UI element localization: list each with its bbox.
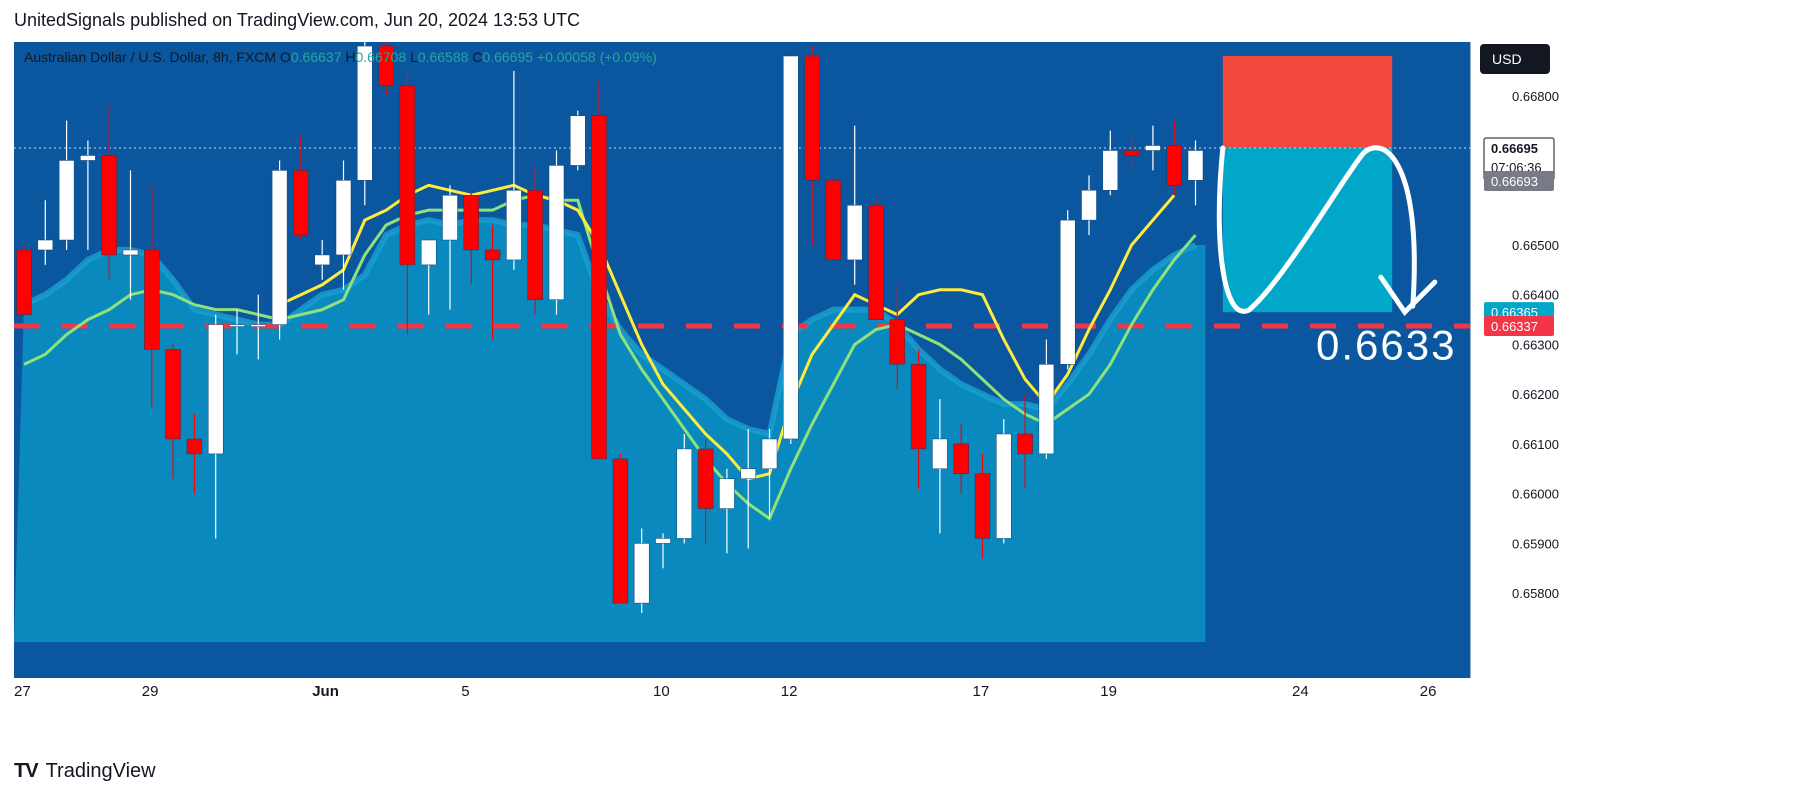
candle-body <box>1081 190 1097 221</box>
price-chart[interactable]: 0.6633 0.65800 0.65900 0.66000 0.66100 0.6620… <box>14 26 1779 744</box>
candle-body <box>910 364 927 450</box>
footer-brand: TradingView <box>45 760 156 782</box>
currency-badge <box>1480 44 1550 74</box>
candle-body <box>804 55 820 181</box>
candle-body <box>1187 150 1204 181</box>
candle-body <box>271 170 288 325</box>
currency-label: USD <box>1492 51 1522 67</box>
candle-body <box>250 324 267 327</box>
candle-body <box>974 473 991 539</box>
level-price-label: 0.66337 <box>1491 319 1538 334</box>
candle-body <box>1166 145 1182 186</box>
candle-body <box>16 249 32 315</box>
candle-body <box>293 170 309 236</box>
footer: TV TradingView <box>14 760 156 783</box>
candle-body <box>1059 219 1076 365</box>
x-tick-label: 17 <box>973 683 990 700</box>
arrow-head-icon <box>1378 274 1438 317</box>
candle-body <box>420 239 437 266</box>
candle-body <box>378 45 394 87</box>
x-tick-label: 10 <box>653 683 670 700</box>
candle-body <box>783 55 799 440</box>
y-tick-label: 0.66300 <box>1512 337 1559 352</box>
x-tick-label: 24 <box>1292 683 1309 700</box>
publisher-line: UnitedSignals published on TradingView.c… <box>14 10 581 30</box>
candle-body <box>1145 145 1161 151</box>
candle-body <box>442 195 458 241</box>
x-tick-label: 29 <box>142 683 159 700</box>
candle-body <box>740 468 756 479</box>
gray-price-tag <box>1484 171 1554 192</box>
candle-body <box>229 324 245 327</box>
y-tick-label: 0.66200 <box>1512 387 1559 402</box>
candle-body <box>80 155 96 161</box>
slow-moving-average <box>23 193 1197 521</box>
candle-body <box>1038 364 1055 455</box>
candle-body <box>186 438 203 455</box>
y-tick-label: 0.65900 <box>1512 536 1559 551</box>
candle-body <box>165 349 181 440</box>
candle-body <box>335 180 352 256</box>
candle-body <box>1102 150 1119 191</box>
candle-body <box>506 190 522 261</box>
y-tick-label: 0.66000 <box>1512 487 1559 502</box>
symbol-info-line: Australian Dollar / U.S. Dollar, 8h, FXC… <box>24 49 657 65</box>
candle-body <box>37 239 54 251</box>
x-tick-label: 27 <box>14 683 31 700</box>
tradingview-logo-icon: TV <box>14 760 39 782</box>
current-price-label: 0.66695 <box>1491 141 1538 156</box>
candle-body <box>463 195 480 251</box>
candle-body <box>144 249 160 350</box>
candle-body <box>932 438 948 470</box>
x-tick-label: 5 <box>461 683 469 700</box>
candle-body <box>633 543 650 604</box>
hand-drawn-curve <box>1216 145 1417 314</box>
candle-body <box>889 319 906 365</box>
candle-body <box>1017 433 1033 455</box>
candle-body <box>612 458 629 604</box>
level-price-tag <box>1484 316 1554 337</box>
x-tick-label: Jun <box>312 683 339 700</box>
candle-body <box>676 448 693 539</box>
y-tick-label: 0.66400 <box>1512 288 1559 303</box>
candle-body <box>761 438 778 470</box>
candle-body <box>484 249 501 261</box>
x-tick-label: 26 <box>1420 683 1437 700</box>
candle-body <box>1123 150 1140 156</box>
y-tick-label: 0.66800 <box>1512 89 1559 104</box>
candle-body <box>58 160 75 241</box>
candle-body <box>548 165 565 300</box>
chart-container[interactable]: 0.6633 0.65800 0.65900 0.66000 0.66100 0.6620… <box>14 26 1779 744</box>
stop-loss-zone <box>1222 56 1393 149</box>
candle-body <box>399 85 416 266</box>
candle-body <box>655 538 671 544</box>
take-profit-zone <box>1222 148 1393 313</box>
candle-body <box>314 254 330 266</box>
candle-body <box>825 180 842 261</box>
y-tick-label: 0.66100 <box>1512 437 1559 452</box>
candle-body <box>591 115 607 460</box>
fast-moving-average <box>278 183 1176 481</box>
x-tick-label: 19 <box>1100 683 1117 700</box>
candle-body <box>719 478 735 509</box>
y-tick-label: 0.65800 <box>1512 586 1559 601</box>
candle-body <box>868 204 884 320</box>
price-axis-background <box>1470 42 1779 678</box>
candle-body <box>207 324 224 455</box>
candle-body <box>846 204 863 261</box>
area-indicator-line <box>22 217 1197 438</box>
candle-body <box>953 443 969 475</box>
candle-body <box>697 448 714 509</box>
candle-body <box>527 190 543 300</box>
x-tick-label: 12 <box>781 683 798 700</box>
y-tick-label: 0.66500 <box>1512 238 1559 253</box>
gray-price-label: 0.66693 <box>1491 174 1538 189</box>
candle-body <box>101 155 117 256</box>
candle-body <box>570 115 586 166</box>
candle-body <box>996 433 1012 539</box>
target-annotation: 0.6633 <box>1316 322 1456 369</box>
candle-body <box>122 249 139 256</box>
time-axis-background <box>14 678 1779 744</box>
candle-body <box>357 45 373 181</box>
